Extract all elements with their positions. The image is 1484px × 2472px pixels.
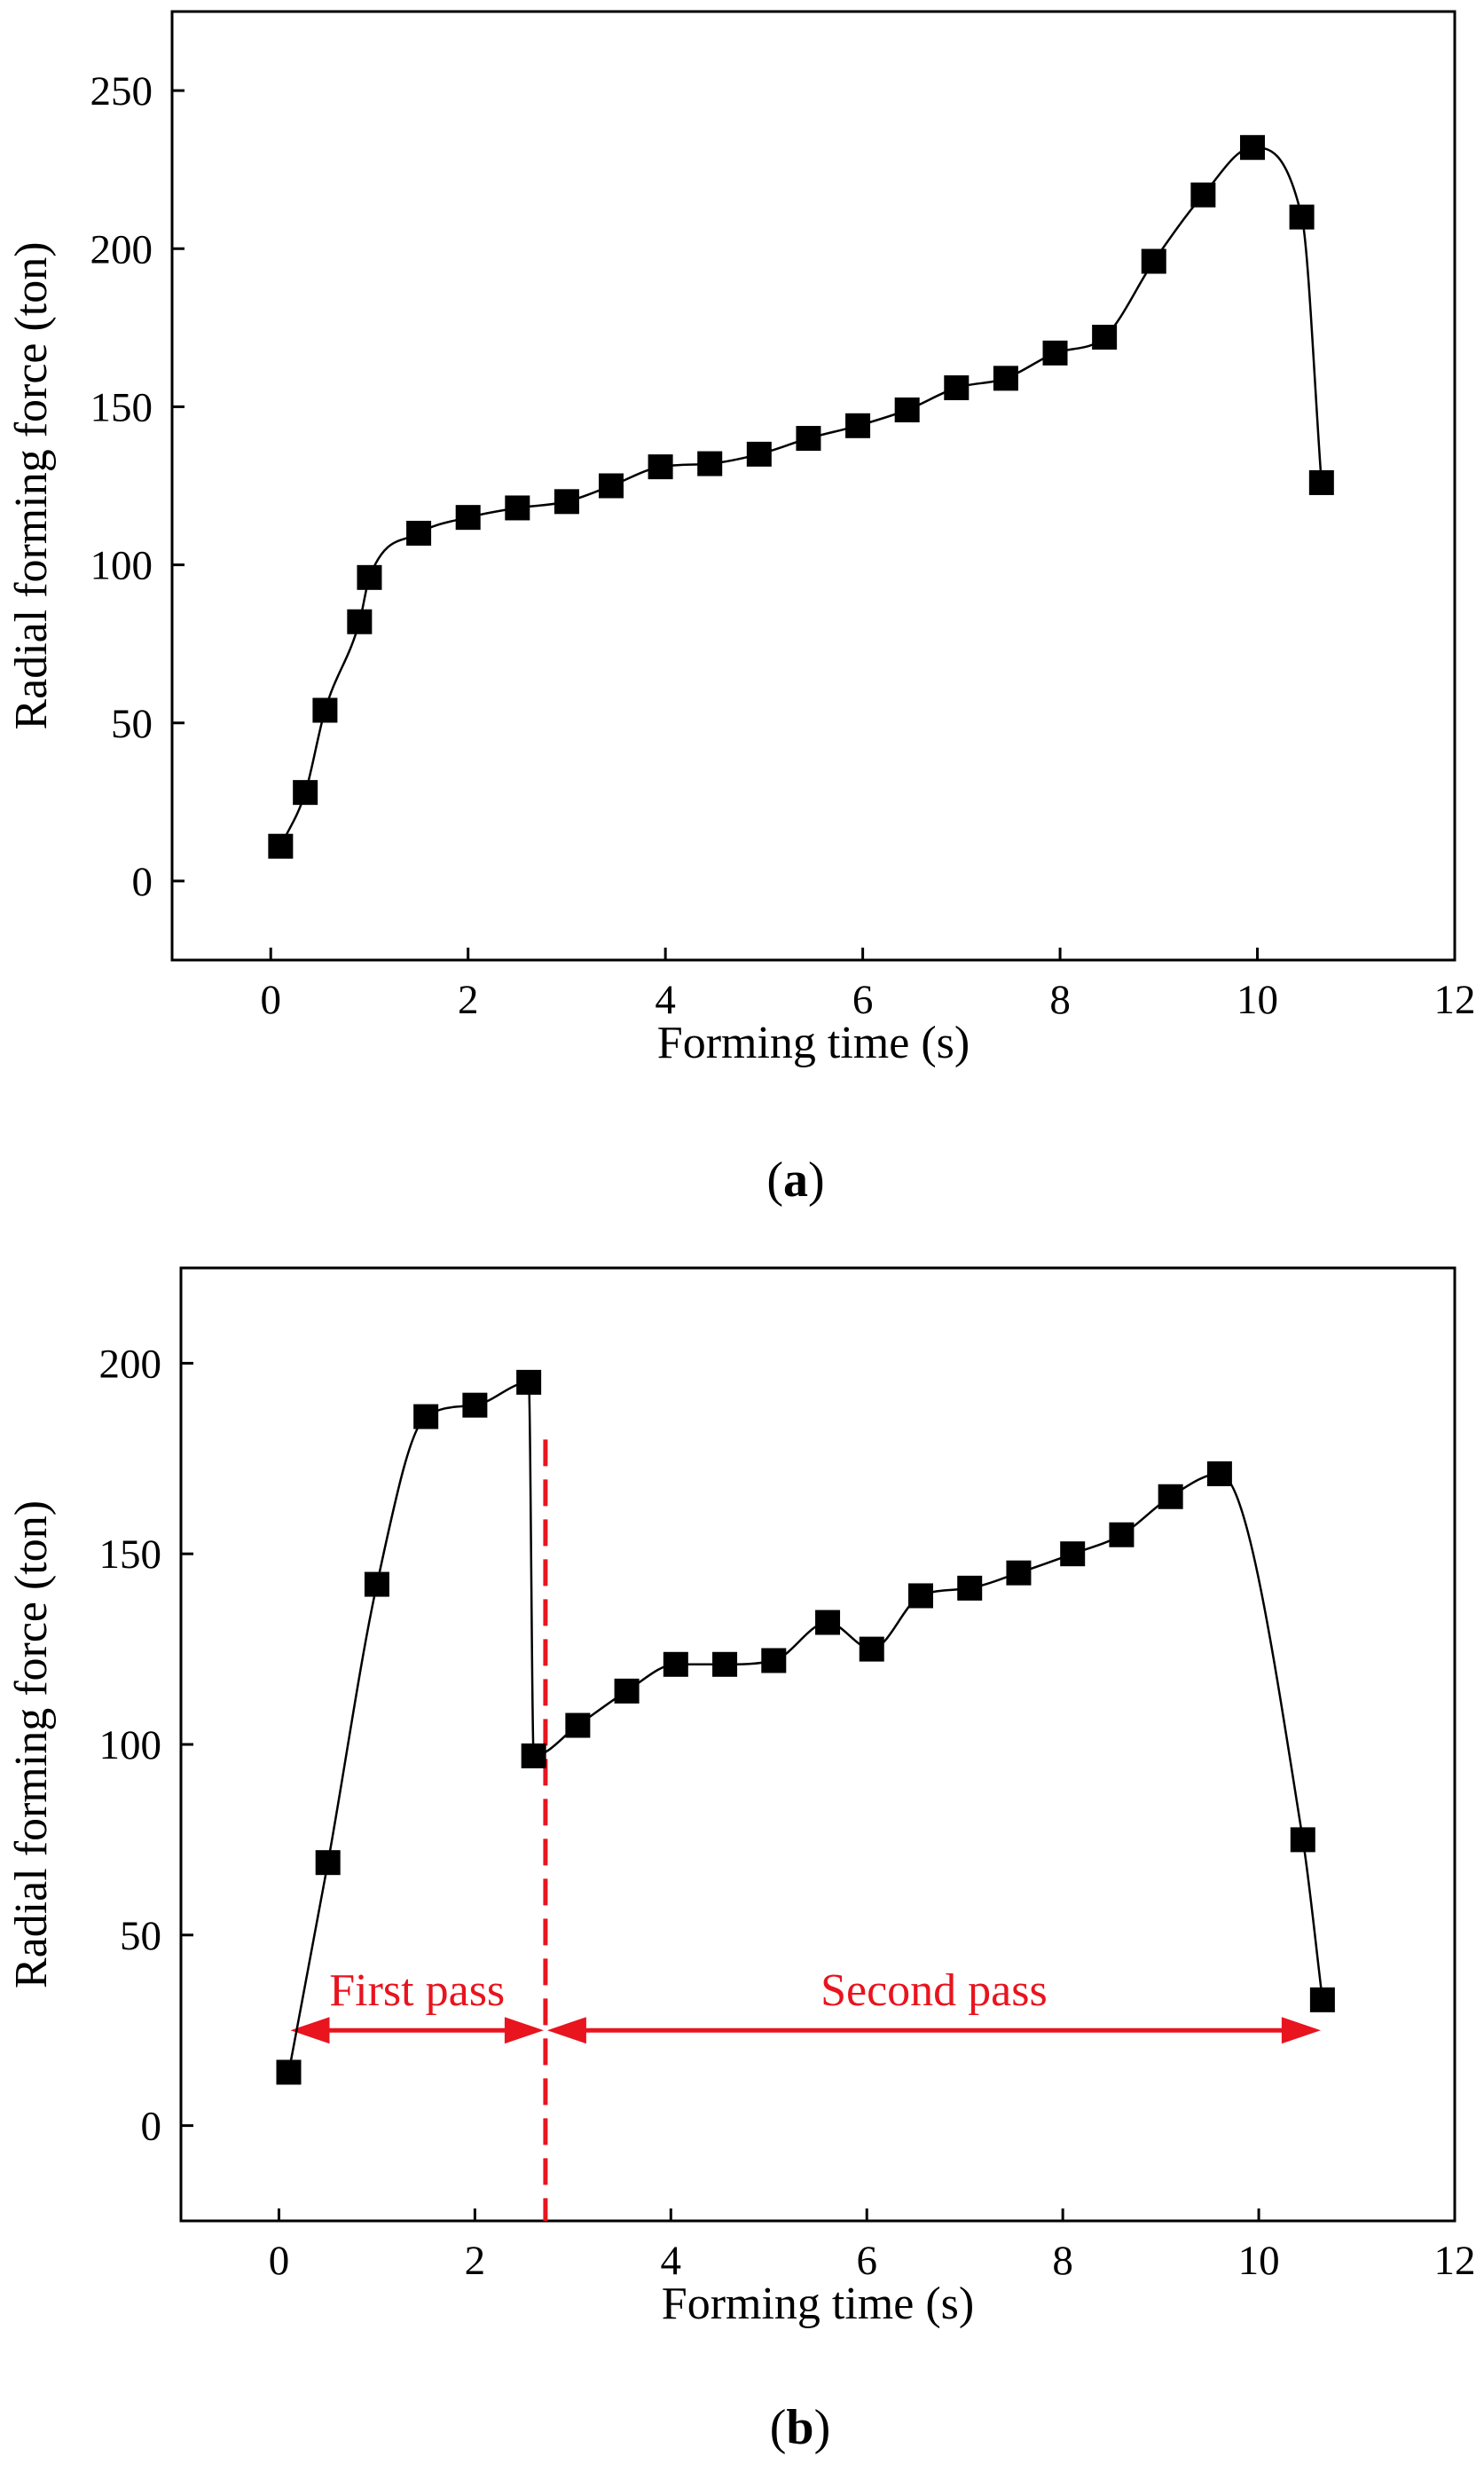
x-tick-label: 2 xyxy=(458,977,479,1023)
data-point-marker xyxy=(413,1404,439,1429)
annotation-label: First pass xyxy=(329,1965,505,2016)
data-point-marker xyxy=(1042,340,1068,366)
y-tick-label: 0 xyxy=(132,859,153,905)
x-tick-label: 0 xyxy=(260,977,281,1023)
x-tick-label: 2 xyxy=(465,2238,486,2284)
data-point-marker xyxy=(276,2059,302,2085)
x-tick-label: 6 xyxy=(852,977,874,1023)
data-point-marker xyxy=(505,495,530,521)
data-point-marker xyxy=(993,366,1018,391)
x-tick-label: 10 xyxy=(1237,977,1278,1023)
y-tick-label: 0 xyxy=(141,2104,162,2150)
data-point-marker xyxy=(462,1392,488,1418)
y-tick-label: 150 xyxy=(90,384,153,430)
annotation-arrow-head-left xyxy=(546,2017,586,2044)
panel-label: (b) xyxy=(770,2400,830,2455)
plot-frame xyxy=(179,1266,1457,2223)
x-tick-label: 8 xyxy=(1049,977,1071,1023)
data-point-marker xyxy=(746,441,772,467)
data-point-marker xyxy=(614,1678,640,1704)
y-tick-label: 50 xyxy=(120,1913,161,1959)
data-point-marker xyxy=(293,780,318,806)
data-point-marker xyxy=(521,1743,546,1768)
data-point-marker xyxy=(1309,1987,1335,2012)
y-tick-label: 100 xyxy=(90,543,153,589)
y-tick-label: 50 xyxy=(111,701,153,747)
y-tick-label: 200 xyxy=(90,226,153,272)
data-point-marker xyxy=(598,473,624,499)
data-point-marker xyxy=(268,833,294,859)
annotation-arrow-head-left xyxy=(290,2017,330,2044)
x-tick-label: 6 xyxy=(856,2238,877,2284)
panel-label: (a) xyxy=(766,1153,824,1208)
data-point-marker xyxy=(1290,1827,1315,1853)
y-axis-label: Radial forming force (ton) xyxy=(6,1500,57,1988)
x-tick-label: 10 xyxy=(1238,2238,1280,2284)
data-point-marker xyxy=(516,1369,542,1395)
data-point-marker xyxy=(859,1636,884,1662)
data-point-marker xyxy=(1308,469,1334,495)
data-point-marker xyxy=(1206,1460,1232,1486)
data-point-marker xyxy=(554,489,579,515)
data-point-marker xyxy=(957,1575,983,1601)
x-tick-label: 0 xyxy=(269,2238,290,2284)
data-point-marker xyxy=(455,505,481,531)
y-tick-label: 200 xyxy=(99,1341,162,1387)
data-point-marker xyxy=(663,1651,688,1677)
x-axis-label: Forming time (s) xyxy=(662,2279,974,2329)
y-tick-label: 250 xyxy=(90,68,153,114)
data-point-marker xyxy=(648,454,673,480)
data-point-marker xyxy=(894,397,920,422)
data-point-marker xyxy=(761,1648,787,1673)
x-tick-label: 4 xyxy=(655,977,676,1023)
y-tick-label: 100 xyxy=(99,1722,162,1768)
data-point-marker xyxy=(357,564,382,590)
data-point-marker xyxy=(1289,204,1315,230)
chart-panel-a: 0 2 4 6 8 10 12 0 50 100 150 200 250 Forming time (s)… xyxy=(6,10,1476,1208)
data-point-marker xyxy=(944,375,970,401)
data-point-marker xyxy=(697,451,723,476)
data-point-marker xyxy=(1006,1560,1032,1586)
data-point-marker xyxy=(845,413,871,438)
x-axis-label: Forming time (s) xyxy=(657,1018,970,1068)
chart-panel-b: 0 2 4 6 8 10 12 0 50 100 150 200 Forming time (s) Rad… xyxy=(6,1266,1476,2455)
annotation-label: Second pass xyxy=(821,1965,1048,2016)
panel-letter: b xyxy=(786,2400,813,2455)
data-point-marker xyxy=(312,697,338,723)
plot-frame xyxy=(170,10,1457,962)
data-point-marker xyxy=(1109,1522,1135,1547)
data-point-marker xyxy=(815,1610,841,1635)
data-point-marker xyxy=(347,609,373,634)
x-tick-label: 8 xyxy=(1052,2238,1073,2284)
data-point-marker xyxy=(1158,1484,1183,1509)
x-tick-label: 12 xyxy=(1434,2238,1476,2284)
y-tick-label: 150 xyxy=(99,1531,162,1578)
x-tick-label: 12 xyxy=(1434,977,1476,1023)
panel-letter: a xyxy=(783,1153,808,1208)
data-point-marker xyxy=(565,1712,591,1738)
data-point-marker xyxy=(1060,1541,1086,1567)
data-point-marker xyxy=(1092,325,1118,350)
data-point-marker xyxy=(364,1571,389,1597)
data-point-marker xyxy=(1141,248,1166,274)
data-point-marker xyxy=(712,1651,738,1677)
data-point-marker xyxy=(907,1583,933,1609)
x-tick-label: 4 xyxy=(661,2238,682,2284)
data-point-marker xyxy=(406,520,432,546)
data-point-marker xyxy=(1190,182,1216,208)
annotation-arrow-head-right xyxy=(504,2017,544,2044)
data-point-marker xyxy=(315,1850,341,1876)
data-point-marker xyxy=(1239,135,1265,161)
data-point-marker xyxy=(796,426,821,452)
y-axis-label: Radial forming force (ton) xyxy=(6,241,57,729)
annotation-arrow-head-right xyxy=(1281,2017,1321,2044)
